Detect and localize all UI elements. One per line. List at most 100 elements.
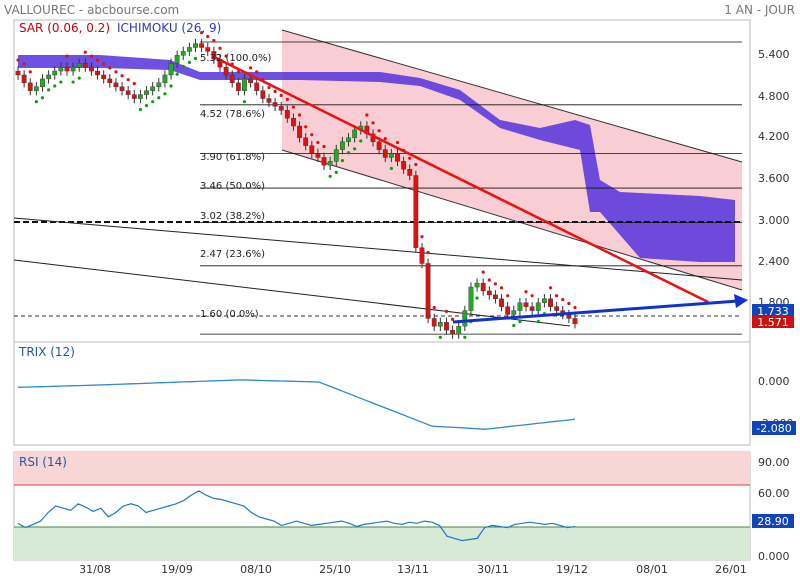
rsi-overbought-zone	[14, 452, 750, 485]
candle-body	[346, 137, 351, 142]
sar-dot	[506, 294, 510, 298]
candle-body	[388, 153, 394, 158]
candle-body	[437, 322, 443, 327]
sar-dot	[242, 100, 247, 104]
candle-body	[401, 161, 407, 170]
candle-body	[40, 78, 45, 87]
candle-body	[297, 125, 302, 139]
sar-dot	[40, 96, 45, 100]
x-tick: 26/01	[715, 563, 747, 576]
sar-dot	[340, 158, 345, 163]
candle-body	[456, 326, 462, 335]
trix-panel	[13, 341, 751, 446]
red-trend-line	[211, 54, 709, 304]
sar-dot	[512, 323, 516, 328]
sar-dot	[316, 140, 320, 145]
x-tick: 19/09	[161, 563, 193, 576]
main-layer	[13, 29, 748, 347]
candle-body	[450, 330, 455, 335]
candle-body	[205, 47, 211, 52]
sar-dot	[193, 56, 198, 61]
candle-body	[52, 70, 58, 76]
y-tick: 3.600	[758, 172, 790, 185]
sar-dot	[548, 286, 553, 290]
fib-label-100: 5.32 (100.0%)	[200, 53, 271, 64]
support-line-1	[13, 217, 743, 281]
sar-dot	[536, 319, 540, 324]
sar-dot	[236, 70, 240, 74]
candle-body	[156, 82, 162, 87]
sar-dot	[481, 270, 485, 274]
candle-body	[211, 51, 217, 60]
x-axis: 31/08 19/09 08/10 25/10 13/11 30/11 19/1…	[79, 563, 747, 576]
x-tick: 19/12	[556, 563, 588, 576]
sar-dot	[102, 62, 106, 66]
sar-dot	[499, 286, 504, 290]
candle-body	[168, 62, 174, 76]
candle-body	[58, 66, 64, 72]
sar-dot	[34, 100, 38, 104]
candle-body	[242, 78, 247, 91]
trix-line	[17, 379, 576, 430]
candle-body	[333, 149, 339, 162]
candle-body	[266, 98, 272, 103]
candle-body	[431, 318, 437, 327]
candle-body	[548, 298, 553, 307]
sar-dot	[524, 290, 528, 294]
channel-upper-line	[281, 29, 743, 163]
rsi-y-tick: 60.00	[758, 487, 790, 500]
candle-body	[505, 306, 511, 315]
sar-dot	[567, 301, 571, 306]
sar-legend: SAR (0.06, 0.2)	[19, 21, 110, 35]
candle-body	[174, 55, 180, 64]
candle-body	[46, 74, 52, 80]
sar-dot	[89, 54, 94, 58]
sar-dot	[53, 84, 57, 88]
candle-body	[125, 90, 131, 95]
candle-body	[554, 306, 560, 311]
sar-dot	[151, 100, 155, 104]
candle-body	[150, 86, 156, 91]
sar-dot	[157, 96, 161, 100]
fib-label-38: 3.02 (38.2%)	[200, 211, 265, 222]
sar-dot	[475, 296, 479, 300]
candle-body	[70, 66, 76, 72]
trix-layer	[17, 379, 576, 430]
sar-dot	[187, 60, 191, 65]
candle-body	[486, 290, 492, 296]
price-badge-low: 1.571	[757, 316, 789, 329]
candle-body	[119, 86, 125, 91]
sar-dot	[273, 89, 277, 94]
x-tick: 08/01	[636, 563, 668, 576]
candle-body	[303, 137, 309, 146]
candle-body	[395, 153, 400, 162]
y-tick: 2.400	[758, 255, 790, 268]
sar-dot	[248, 66, 253, 70]
sar-dot	[383, 136, 387, 141]
candle-body	[260, 90, 266, 99]
sar-dot	[371, 121, 375, 125]
sar-dot	[71, 80, 75, 84]
sar-dot	[138, 107, 143, 112]
fib-label-23: 2.47 (23.6%)	[200, 249, 265, 260]
sar-dot	[95, 58, 100, 62]
x-tick: 25/10	[319, 563, 351, 576]
support-line-2	[13, 259, 571, 327]
sar-dot	[414, 162, 418, 167]
y-tick: 4.200	[758, 130, 790, 143]
sar-dot	[59, 80, 63, 84]
sar-dot	[426, 250, 430, 255]
candle-body	[376, 141, 382, 150]
channel-lower-line	[281, 149, 743, 291]
candle-body	[199, 43, 205, 48]
sar-dot	[530, 294, 534, 298]
sar-dot	[163, 92, 167, 96]
rsi-y-tick: 90.00	[758, 456, 790, 469]
sar-dot	[206, 34, 210, 39]
candle-body	[278, 106, 284, 111]
sar-dot	[555, 294, 559, 298]
fib-label-78: 4.52 (78.6%)	[200, 109, 265, 120]
candle-body	[131, 94, 137, 99]
candle-body	[82, 62, 88, 68]
